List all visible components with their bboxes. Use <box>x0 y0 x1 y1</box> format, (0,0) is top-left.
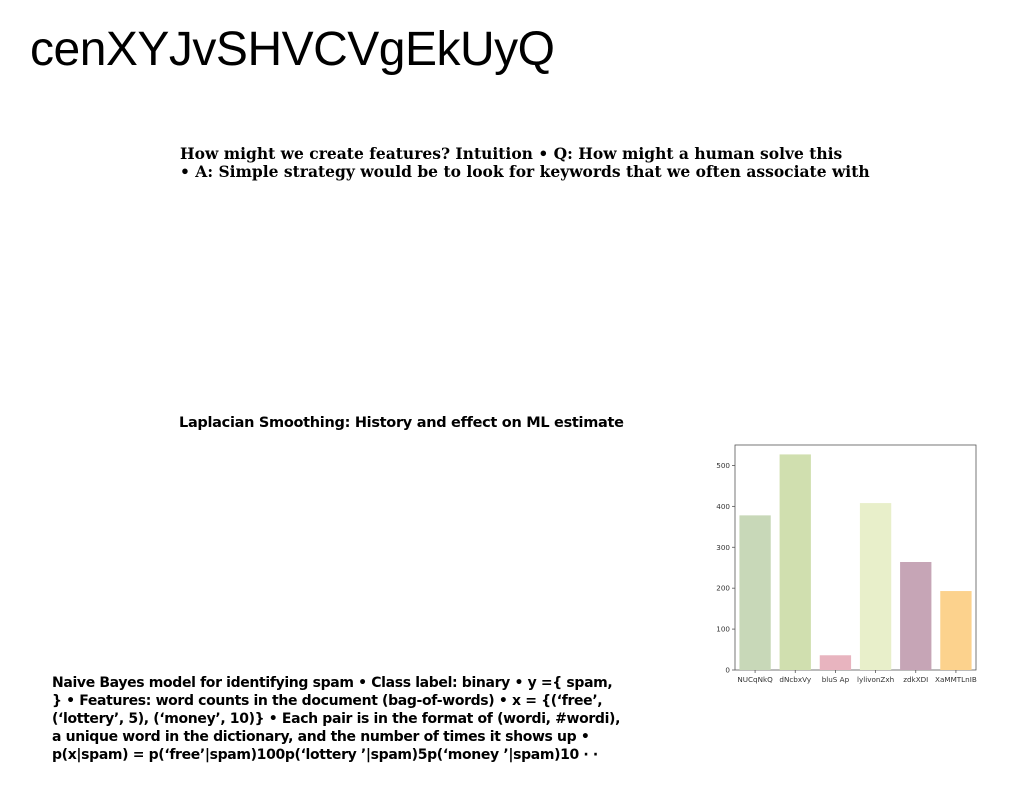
bar <box>819 655 852 670</box>
y-tick-label: 300 <box>716 543 730 552</box>
section-heading: Laplacian Smoothing: History and effect … <box>179 415 624 431</box>
page-title: cenXYJvSHVCVgEkUyQ <box>30 23 555 76</box>
y-tick-label: 400 <box>716 502 730 511</box>
naive-bayes-line: a unique word in the dictionary, and the… <box>52 729 590 745</box>
x-tick-label: dNcbxVy <box>779 675 811 684</box>
naive-bayes-line: p(x|spam) = p(‘free’|spam)100p(‘lottery … <box>52 747 598 763</box>
x-tick-label: XaMMTLnIB <box>935 675 977 684</box>
x-tick-label: lylivonZxh <box>857 675 894 684</box>
bar <box>900 562 932 670</box>
x-tick-label: bluS Ap <box>822 675 850 684</box>
bar <box>859 503 892 670</box>
naive-bayes-text: Naive Bayes model for identifying spam •… <box>52 674 652 764</box>
intro-line: • A: Simple strategy would be to look fo… <box>180 162 870 181</box>
intro-line: How might we create features? Intuition … <box>180 144 843 163</box>
bar-chart: 0 100 200 300 400 500 NUCqNkQ dNcbxVy bluS Ap lyl… <box>700 438 990 692</box>
x-tick-label: NUCqNkQ <box>737 675 773 684</box>
bar <box>739 515 771 670</box>
plot-frame <box>734 444 977 671</box>
naive-bayes-line: } • Features: word counts in the documen… <box>52 693 603 709</box>
x-tick-label: zdkXDI <box>903 675 928 684</box>
y-tick-label: 0 <box>725 666 730 675</box>
y-tick-label: 200 <box>716 584 730 593</box>
bar <box>779 454 811 670</box>
y-tick-label: 500 <box>716 461 730 470</box>
y-tick-label: 100 <box>716 625 730 634</box>
naive-bayes-line: Naive Bayes model for identifying spam •… <box>52 675 613 691</box>
bar-chart-svg: 0 100 200 300 400 500 NUCqNkQ dNcbxVy bluS Ap lyl… <box>716 444 977 684</box>
intro-text: How might we create features? Intuition … <box>180 145 940 181</box>
bar <box>940 591 972 670</box>
naive-bayes-line: (‘lottery’, 5), (‘money’, 10)} • Each pa… <box>52 711 621 727</box>
